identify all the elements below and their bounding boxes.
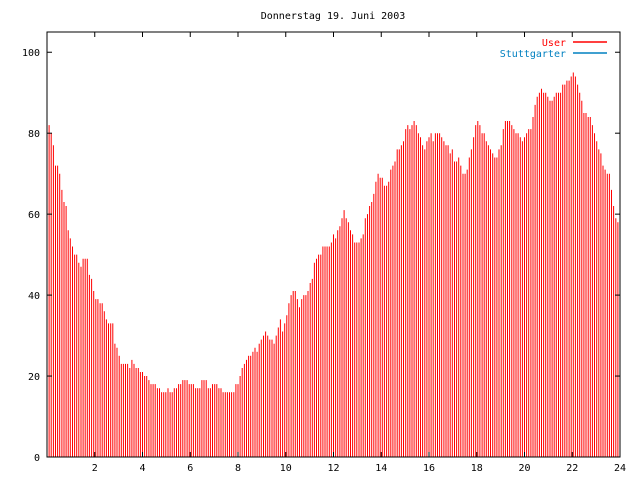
y-tick-label: 0 (34, 453, 40, 464)
x-tick-label: 8 (235, 463, 241, 474)
x-tick-label: 2 (92, 463, 98, 474)
bar-series-user (46, 72, 621, 457)
legend-label-stuttgarter: Stuttgarter (500, 49, 566, 60)
legend: User Stuttgarter (500, 38, 607, 60)
x-tick-label: 12 (327, 463, 339, 474)
legend-label-user: User (542, 38, 566, 49)
y-tick-label: 60 (28, 210, 40, 221)
x-tick-label: 4 (139, 463, 145, 474)
x-tick-label: 6 (187, 463, 193, 474)
y-tick-label: 100 (22, 48, 40, 59)
y-tick-label: 80 (28, 129, 40, 140)
x-tick-label: 14 (375, 463, 387, 474)
y-tick-label: 20 (28, 372, 40, 383)
x-tick-label: 16 (423, 463, 435, 474)
x-tick-label: 22 (566, 463, 578, 474)
chart-title: Donnerstag 19. Juni 2003 (261, 11, 406, 22)
x-tick-label: 18 (471, 463, 483, 474)
x-tick-label: 24 (614, 463, 626, 474)
x-tick-label: 10 (280, 463, 292, 474)
x-tick-label: 20 (518, 463, 530, 474)
y-tick-label: 40 (28, 291, 40, 302)
